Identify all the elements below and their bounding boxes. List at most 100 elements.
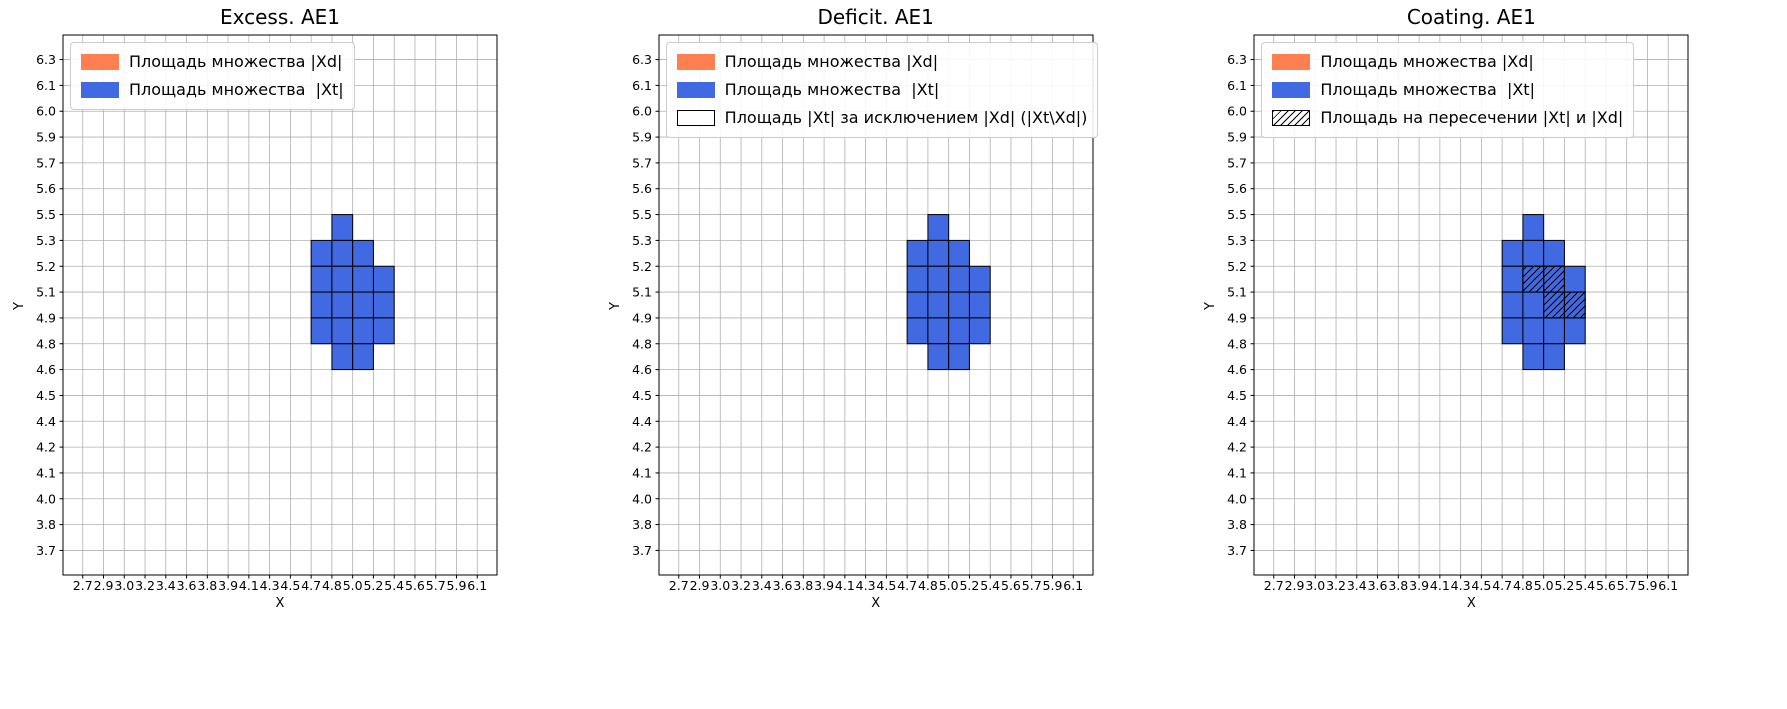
y-tick-label: 5.9 [36,130,56,145]
xt-cell [947,265,970,293]
legend-item: Площадь множества |Xd| [1272,51,1623,73]
y-tick-label: 5.6 [632,181,652,196]
legend: Площадь множества |Xd| Площадь множества … [70,42,355,110]
y-tick-label: 6.3 [1227,52,1247,67]
xt-cell [927,214,949,241]
legend-swatch-hatched [1272,110,1311,126]
legend-swatch-filled-xd [676,54,715,70]
legend-label: Площадь множества |Xt| [129,80,344,99]
xt-cell [1522,239,1545,267]
legend-swatch-filled-xt [676,82,715,98]
xt-cell [310,291,333,319]
x-tick-label: 5.4 [1576,578,1596,593]
y-tick-label: 3.8 [1227,517,1247,532]
y-tick-label: 5.5 [1227,207,1247,222]
y-tick-label: 4.6 [36,362,56,377]
y-tick-label: 4.2 [632,440,652,455]
x-tick-label: 3.2 [1326,578,1346,593]
y-tick-label: 6.1 [1227,78,1247,93]
y-tick-label: 3.7 [1227,543,1247,558]
legend-label: Площадь множества |Xt| [724,80,940,99]
xt-cell [1543,317,1566,345]
xt-cell [310,239,333,267]
legend-swatch-filled-xt [81,82,119,98]
y-tick-label: 5.3 [1227,233,1247,248]
y-tick-label: 3.7 [36,543,56,558]
y-tick-label: 4.8 [1227,336,1247,351]
x-tick-label: 3.9 [814,578,834,593]
intersection-cell [1543,291,1566,319]
legend: Площадь множества |Xd| Площадь множества … [665,42,1099,138]
y-tick-label: 4.1 [1227,465,1247,480]
xt-cell [310,317,333,345]
axes-spines [658,34,1094,576]
x-tick-label: 5.7 [1617,578,1637,593]
x-tick-label: 4.3 [1451,578,1471,593]
xt-cell [906,291,929,319]
y-tick-label: 4.8 [632,336,652,351]
x-tick-label: 2.7 [73,578,93,593]
x-tick-label: 3.8 [793,578,813,593]
xt-cell [927,239,949,267]
intersection-cell [1543,265,1566,293]
xt-cell [968,317,991,345]
y-tick-label: 4.6 [632,362,652,377]
legend-label: Площадь множества |Xd| [1320,52,1534,71]
xt-cell [906,317,929,345]
x-tick-label: 5.9 [447,578,467,593]
x-tick-label: 4.5 [1472,578,1492,593]
x-axis-label: X [275,596,285,611]
x-tick-label: 3.9 [218,578,238,593]
x-tick-label: 5.0 [1534,578,1554,593]
x-tick-label: 5.2 [363,578,383,593]
xt-cell [947,343,970,371]
y-tick-label: 6.0 [1227,104,1247,119]
legend-item: Площадь множества |Xt| [676,79,1088,101]
y-tick-label: 4.2 [36,440,56,455]
x-axis-label: X [1466,596,1476,611]
y-tick-label: 5.7 [1227,155,1247,170]
x-tick-label: 5.7 [1021,578,1041,593]
x-tick-label: 4.8 [918,578,938,593]
y-tick-label: 4.4 [36,414,56,429]
xt-cell [1543,343,1566,371]
x-tick-label: 5.6 [1001,578,1021,593]
x-tick-label: 3.4 [156,578,176,593]
y-tick-label: 5.9 [632,130,652,145]
x-tick-label: 4.3 [260,578,280,593]
x-tick-label: 5.2 [1555,578,1575,593]
xt-cell [331,317,354,345]
x-tick-label: 4.1 [239,578,259,593]
y-tick-label: 5.1 [36,285,56,300]
y-tick-label: 5.7 [632,155,652,170]
xt-cell [331,239,354,267]
legend-item: Площадь множества |Xd| [676,51,1088,73]
subplot-deficit: 2.7 2.9 3.0 3.2 3.4 3.6 3.8 3.9 4.1 4.3 4.5 4.7 4.8 5… [596,0,1192,709]
y-tick-label: 4.5 [36,388,56,403]
xt-cell [331,265,354,293]
x-tick-label: 4.7 [897,578,917,593]
xt-cell [947,317,970,345]
legend-label: Площадь множества |Xd| [724,52,939,71]
xt-cell [372,317,395,345]
x-tick-label: 3.0 [710,578,730,593]
legend-item: Площадь множества |Xd| [81,51,344,73]
y-tick-label: 4.6 [1227,362,1247,377]
y-tick-label: 5.3 [632,233,652,248]
xt-cell [927,291,949,319]
x-tick-label: 2.7 [1264,578,1284,593]
y-axis-label: Y [1203,302,1219,310]
x-tick-label: 3.6 [177,578,197,593]
y-axis-label: Y [607,302,623,310]
x-tick-label: 5.9 [1042,578,1062,593]
x-tick-label: 4.8 [1513,578,1533,593]
xt-cell [947,239,970,267]
x-tick-label: 6.1 [467,578,487,593]
y-tick-label: 5.2 [632,259,652,274]
y-tick-label: 5.5 [632,207,652,222]
xt-cell [906,265,929,293]
y-tick-label: 3.8 [632,517,652,532]
x-tick-label: 2.9 [689,578,709,593]
x-tick-label: 4.3 [855,578,875,593]
x-tick-label: 5.7 [426,578,446,593]
